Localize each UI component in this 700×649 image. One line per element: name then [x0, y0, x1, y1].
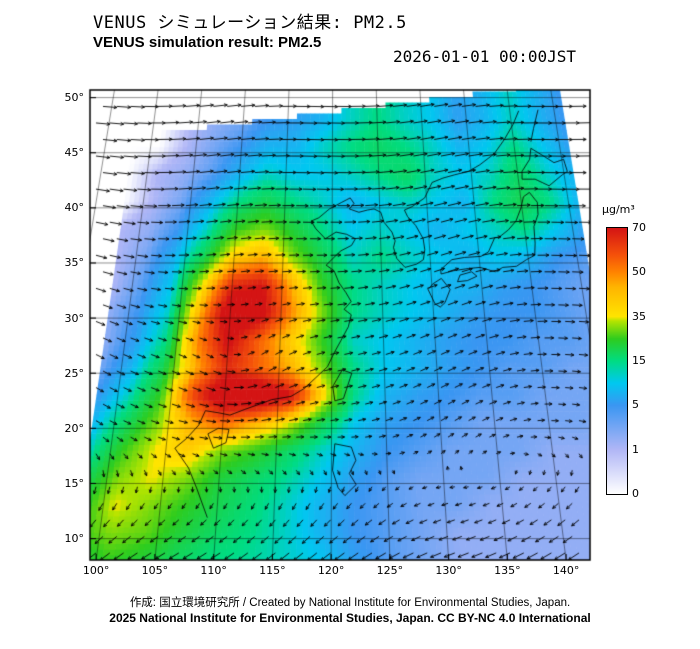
- colorbar-tick-label: 15: [632, 354, 646, 367]
- credit-line: 作成: 国立環境研究所 / Created by National Instit…: [129, 597, 571, 609]
- x-tick-label: 140°: [552, 564, 580, 577]
- x-tick-label: 130°: [435, 564, 462, 577]
- x-tick-label: 105°: [141, 564, 169, 577]
- y-tick-label: 30°: [64, 311, 85, 325]
- x-axis: 100° 105° 110° 115° 120° 125° 130° 135° 140°: [0, 564, 700, 580]
- simulation-datetime: 2026-01-01 00:00JST: [393, 47, 577, 66]
- y-tick-label: 45°: [64, 146, 85, 160]
- y-tick-label: 50°: [64, 91, 85, 105]
- y-tick-label: 15°: [64, 476, 85, 490]
- y-axis: 10° 15° 20° 25° 30° 35° 40° 45° 50°: [0, 0, 88, 649]
- y-tick-label: 10°: [64, 532, 85, 546]
- colorbar-tick-label: 0: [632, 487, 639, 500]
- colorbar-unit-label: µg/m³: [602, 203, 635, 216]
- colorbar-tick-label: 50: [632, 265, 646, 279]
- page-title-japanese: VENUS シミュレーション結果: PM2.5: [93, 13, 407, 33]
- x-tick-label: 125°: [376, 564, 404, 577]
- colorbar-scale: [606, 227, 628, 495]
- x-tick-label: 100°: [82, 564, 110, 577]
- colorbar-tick-label: 5: [632, 398, 639, 412]
- x-tick-label: 115°: [259, 564, 286, 577]
- y-tick-label: 25°: [64, 366, 85, 380]
- colorbar: µg/m³ 0 1 5 15 35 50 70: [600, 203, 698, 513]
- colorbar-tick-label: 70: [632, 221, 646, 234]
- colorbar-tick-label: 35: [632, 309, 646, 323]
- x-tick-label: 120°: [317, 564, 345, 577]
- colorbar-ticks: 0 1 5 15 35 50 70: [632, 221, 672, 500]
- x-tick-label: 135°: [494, 564, 521, 577]
- y-tick-label: 35°: [64, 256, 85, 270]
- y-tick-label: 20°: [64, 421, 85, 435]
- y-tick-label: 40°: [64, 201, 85, 215]
- copyright-line: 2025 National Institute for Environmenta…: [109, 611, 591, 625]
- colorbar-tick-label: 1: [632, 442, 639, 456]
- x-tick-label: 110°: [200, 564, 227, 577]
- page-title-english: VENUS simulation result: PM2.5: [93, 34, 322, 51]
